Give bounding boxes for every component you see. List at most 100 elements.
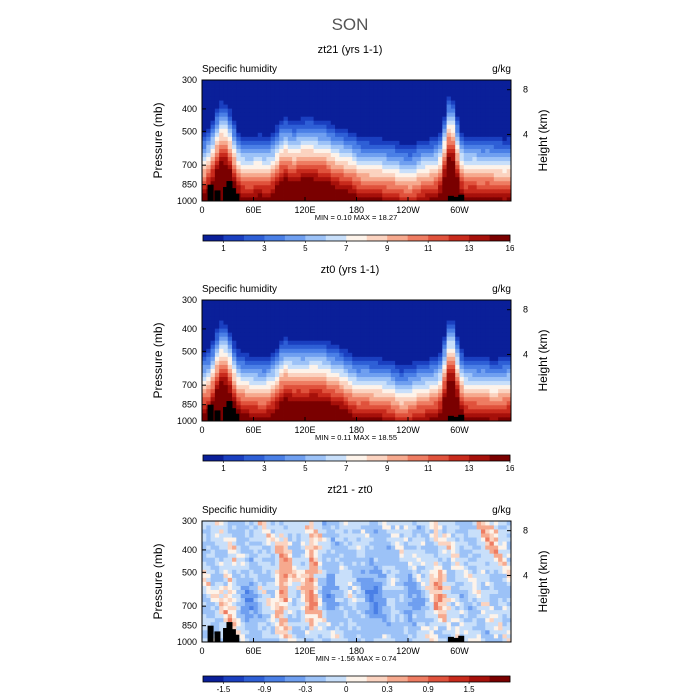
field-cell [347,412,353,418]
field-cell [399,388,405,394]
field-cell [377,120,383,125]
field-cell [236,164,242,170]
field-cell [236,308,242,313]
field-cell [257,124,263,129]
field-cell [403,340,409,345]
field-cell [317,100,323,105]
field-cell [446,344,452,349]
field-cell [210,116,216,121]
field-cell [279,100,284,105]
field-cell [309,120,314,125]
field-cell [317,380,323,386]
field-cell [403,364,409,369]
field-cell [279,164,284,170]
field-cell [369,196,375,202]
field-cell [244,541,250,546]
field-cell [214,140,220,145]
field-cell [502,184,508,190]
field-cell [429,340,435,345]
field-cell [339,352,345,357]
field-cell [450,100,456,105]
field-cell [292,380,297,386]
field-cell [257,160,263,166]
field-cell [236,140,242,145]
field-cell [399,360,405,365]
field-cell [395,304,400,309]
field-cell [240,597,246,603]
field-cell [305,140,310,145]
field-cell [369,352,375,357]
field-cell [240,585,246,590]
field-cell [343,92,349,97]
field-cell [438,140,443,145]
field-cell [309,360,314,365]
field-cell [433,312,439,317]
field-cell [335,88,340,93]
field-cell [296,108,302,113]
field-cell [292,92,297,97]
field-cell [257,108,263,113]
field-cell [343,128,349,133]
field-cell [506,320,512,325]
field-cell [395,368,400,373]
field-cell [253,88,259,93]
field-cell [232,380,237,386]
field-cell [493,168,499,174]
field-cell [313,104,319,109]
field-cell [326,376,332,382]
field-cell [455,368,460,373]
field-cell [283,332,289,337]
field-cell [219,148,224,153]
field-cell [343,108,349,113]
terrain-block [453,416,460,421]
field-cell [309,344,314,349]
field-cell [232,352,237,357]
field-cell [283,348,289,353]
field-cell [429,344,435,349]
field-cell [266,601,272,607]
field-cell [365,364,370,369]
field-cell [227,120,233,125]
field-cell [257,132,263,137]
field-cell [420,396,426,402]
field-cell [326,116,332,121]
field-cell [244,316,250,321]
field-cell [438,388,443,394]
field-cell [206,344,211,349]
colorbar-label: 16 [506,244,515,253]
field-cell [382,324,387,329]
field-cell [266,152,272,158]
field-cell [253,132,259,137]
field-cell [249,308,254,313]
field-cell [489,304,495,309]
field-cell [347,404,353,410]
field-cell [270,633,276,639]
field-cell [262,609,267,615]
field-cell [232,316,237,321]
field-cell [214,304,220,309]
field-cell [373,368,379,373]
field-cell [498,172,503,178]
field-cell [253,84,259,89]
field-cell [262,192,267,198]
field-cell [480,384,486,390]
field-cell [330,400,336,406]
field-cell [377,132,383,137]
field-cell [343,324,349,329]
field-cell [210,388,216,394]
field-cell [262,376,267,382]
field-cell [249,613,254,619]
field-cell [266,164,272,170]
field-cell [433,180,439,186]
field-cell [502,304,508,309]
field-cell [459,328,465,333]
field-cell [253,368,259,373]
field-cell [502,412,508,418]
field-cell [502,80,508,85]
field-cell [249,300,254,305]
field-cell [313,352,319,357]
field-cell [438,160,443,166]
field-cell [296,184,302,190]
field-cell [347,80,353,85]
field-cell [253,104,259,109]
